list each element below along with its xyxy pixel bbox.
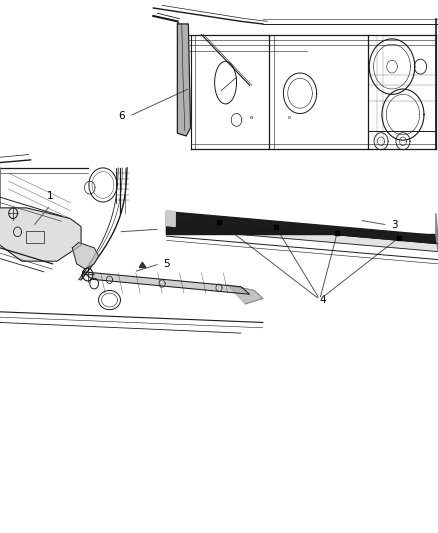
Polygon shape <box>139 262 146 268</box>
Text: 1: 1 <box>47 191 54 201</box>
Bar <box>26 231 44 243</box>
Text: 3: 3 <box>391 220 398 230</box>
Polygon shape <box>177 24 191 136</box>
Polygon shape <box>83 272 250 294</box>
Text: 6: 6 <box>118 111 125 121</box>
Polygon shape <box>0 168 81 261</box>
Polygon shape <box>72 243 99 269</box>
Polygon shape <box>228 285 263 304</box>
Text: 4: 4 <box>320 295 326 304</box>
Polygon shape <box>166 212 438 244</box>
Polygon shape <box>166 220 438 244</box>
Text: 5: 5 <box>163 259 170 269</box>
Text: o: o <box>288 115 290 120</box>
Polygon shape <box>436 213 438 252</box>
Polygon shape <box>166 213 438 252</box>
Polygon shape <box>166 211 175 227</box>
Text: 2: 2 <box>164 223 171 233</box>
Text: o: o <box>250 115 254 120</box>
